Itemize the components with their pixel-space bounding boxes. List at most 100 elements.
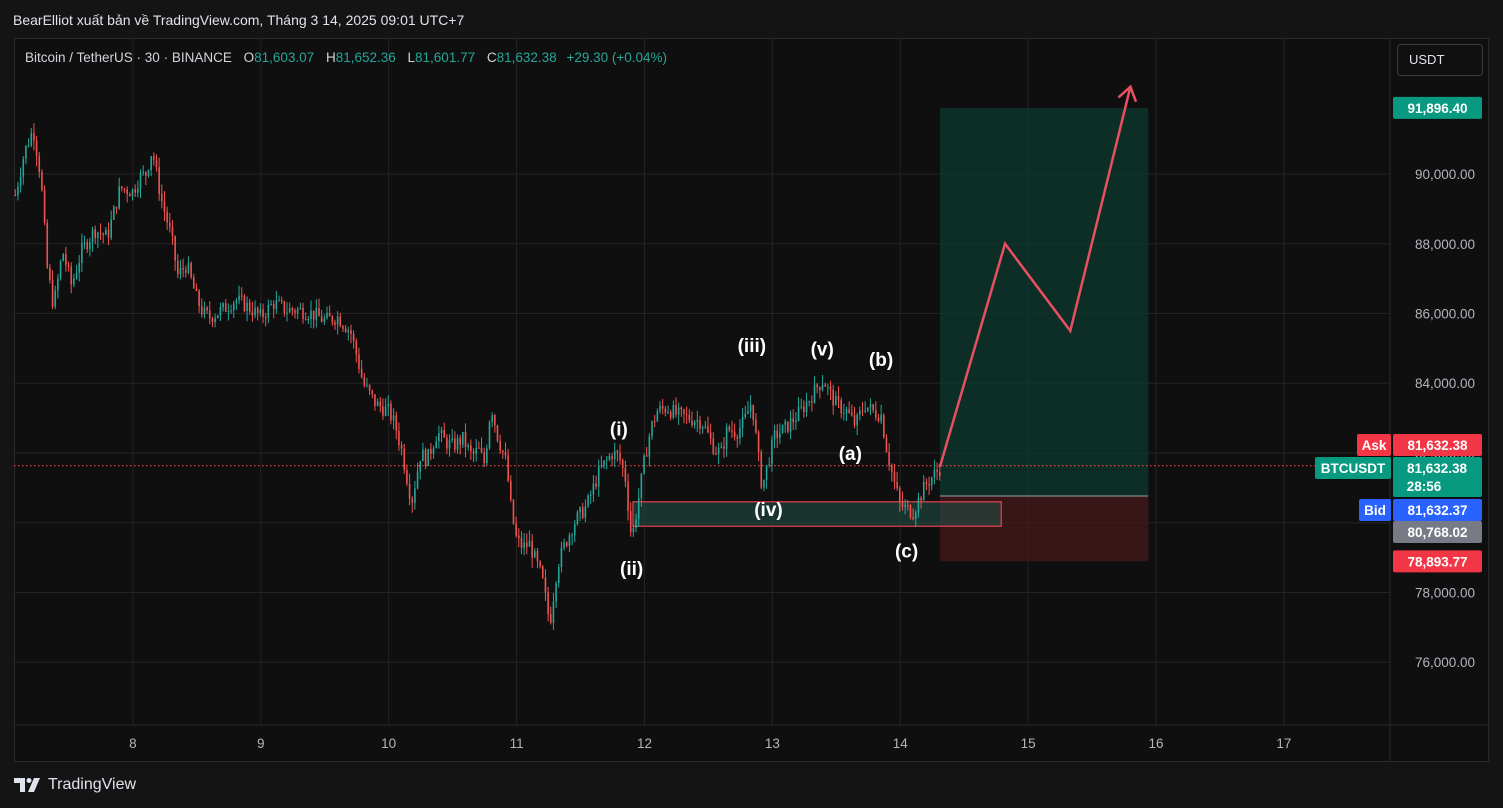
candle-body [890, 465, 893, 472]
currency-button[interactable]: USDT [1397, 44, 1483, 76]
candle-body [150, 156, 152, 170]
candle-body [499, 440, 501, 451]
candle-body [629, 510, 632, 533]
candle-body [126, 189, 128, 195]
candle-body [592, 483, 595, 495]
wave-label: (i) [610, 420, 628, 441]
y-tick-label: 90,000.00 [1415, 167, 1475, 182]
candle-body [155, 159, 158, 168]
candle-body [291, 308, 294, 311]
candle-body [161, 193, 163, 202]
candle-body [195, 288, 198, 291]
candle-body [616, 450, 619, 453]
chart-frame[interactable] [14, 38, 1489, 762]
candle-body [267, 304, 270, 318]
candle-body [581, 507, 584, 518]
candle-body [408, 483, 411, 499]
candle-body [621, 460, 624, 468]
candle-body [30, 132, 33, 146]
target-price-label-bg [1393, 96, 1482, 119]
candle-body [797, 407, 800, 421]
candle-body [739, 427, 741, 439]
candle-body [579, 507, 581, 513]
candle-body [99, 232, 102, 234]
y-tick-label: 78,000.00 [1415, 585, 1475, 600]
candle-body [603, 460, 605, 466]
candle-body [632, 528, 635, 533]
candle-body [661, 406, 664, 409]
candle-body [416, 471, 419, 489]
candle-body [43, 189, 46, 223]
candle-body [86, 242, 89, 250]
candle-body [765, 465, 768, 480]
candle-body [699, 420, 701, 429]
candle-body [557, 567, 560, 584]
candle-body [576, 512, 579, 525]
candle-body [675, 404, 677, 415]
candle-body [304, 318, 307, 320]
candle-body [486, 448, 488, 464]
candle-body [25, 145, 27, 159]
candle-body [81, 243, 83, 264]
ohlc-legend: Bitcoin / TetherUS · 30 · BINANCE O81,60… [25, 50, 667, 65]
candle-body [443, 429, 446, 438]
candle-body [922, 482, 925, 501]
candle-body [653, 421, 656, 423]
candle-body [744, 413, 747, 417]
candle-body [35, 140, 38, 157]
grid-lines [14, 38, 1390, 725]
candle-body [819, 387, 821, 390]
candle-body [75, 272, 78, 279]
candle-body [451, 438, 454, 441]
candle-body [448, 440, 451, 449]
candle-body [901, 501, 904, 508]
candle-body [259, 309, 262, 314]
candle-body [736, 436, 739, 439]
candle-body [65, 253, 67, 265]
candle-body [254, 307, 256, 316]
candle-body [224, 303, 227, 312]
candle-body [589, 494, 592, 496]
candle-body [270, 304, 272, 306]
stop-price-label: 78,893.77 [1407, 554, 1467, 569]
candle-body [483, 452, 485, 464]
candle-body [440, 429, 443, 433]
candle-body [334, 322, 336, 325]
countdown-label: 28:56 [1407, 479, 1442, 494]
candle-body [752, 404, 755, 420]
candle-body [320, 316, 323, 322]
candle-body [131, 189, 134, 197]
candle-body [83, 242, 86, 244]
symbol-name[interactable]: Bitcoin / TetherUS · 30 · BINANCE [25, 50, 232, 65]
close-value: 81,632.38 [496, 50, 557, 65]
candle-body [827, 386, 829, 388]
candle-body [880, 414, 882, 422]
change-value: +29.30 (+0.04%) [566, 50, 668, 65]
candle-body [784, 421, 787, 425]
candle-body [605, 459, 608, 461]
candle-body [376, 401, 379, 406]
projection-line [938, 86, 1132, 468]
candle-body [917, 497, 920, 513]
candle-body [33, 132, 35, 141]
candle-body [462, 431, 464, 445]
candle-body [526, 542, 528, 547]
candle-body [240, 295, 243, 297]
footer-brand[interactable]: TradingView [14, 774, 136, 796]
candle-body [502, 450, 504, 453]
candle-body [22, 158, 25, 177]
candle-body [547, 592, 549, 615]
y-tick-label: 84,000.00 [1415, 376, 1475, 391]
high-key: H [325, 50, 336, 65]
stop-price-label-bg [1393, 550, 1482, 573]
candle-body [504, 452, 507, 456]
candle-body [230, 310, 232, 312]
candle-body [296, 308, 299, 314]
candle-body [848, 409, 850, 413]
x-tick-label: 11 [510, 736, 524, 751]
candle-body [163, 201, 166, 212]
candle-body [856, 414, 858, 426]
candle-body [480, 447, 483, 453]
candle-body [693, 421, 696, 426]
